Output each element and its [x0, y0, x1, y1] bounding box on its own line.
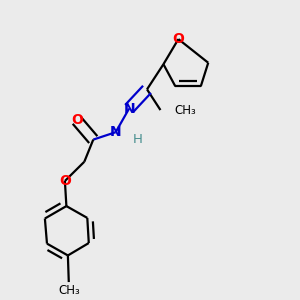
Text: CH₃: CH₃	[58, 284, 80, 296]
Text: O: O	[71, 113, 83, 128]
Text: N: N	[123, 102, 135, 116]
Text: O: O	[59, 174, 71, 188]
Text: N: N	[110, 125, 122, 139]
Text: H: H	[133, 133, 143, 146]
Text: CH₃: CH₃	[174, 103, 196, 116]
Text: O: O	[172, 32, 184, 46]
